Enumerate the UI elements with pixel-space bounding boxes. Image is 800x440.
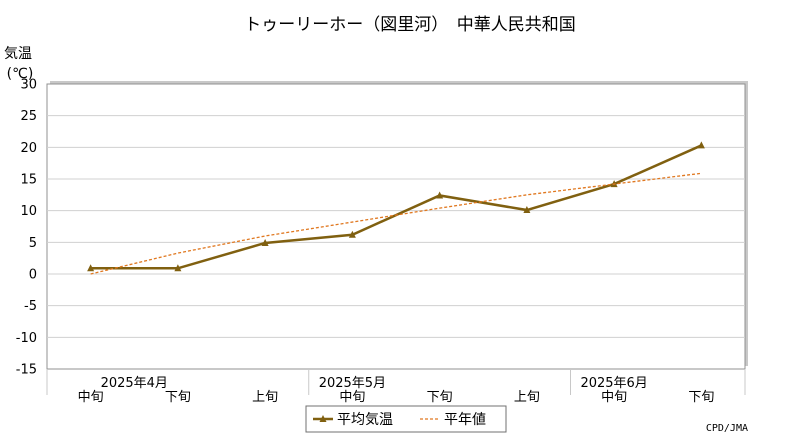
y-tick-label: 30: [20, 78, 37, 93]
legend-label-average: 平均気温: [337, 412, 393, 428]
y-axis-label-line1: 気温: [4, 46, 32, 62]
y-tick-label: -10: [16, 331, 37, 346]
x-month-label: 2025年5月: [319, 376, 386, 391]
y-tick-label: 25: [20, 109, 37, 124]
x-tick-label: 中旬: [601, 390, 627, 405]
y-tick-label: 5: [29, 236, 37, 251]
data-point-marker: [697, 141, 705, 149]
grid-layer: [46, 81, 748, 370]
credit-text: CPD/JMA: [706, 423, 748, 434]
y-axis-label-line2: (℃): [7, 66, 34, 82]
chart-title: トゥーリーホー（図里河） 中華人民共和国: [244, 15, 576, 35]
x-month-label: 2025年4月: [101, 376, 168, 391]
data-point-marker: [523, 206, 531, 214]
x-month-label: 2025年6月: [580, 376, 647, 391]
x-tick-label: 上旬: [514, 390, 540, 405]
y-tick-label: -15: [16, 363, 37, 378]
x-tick-label: 下旬: [427, 390, 453, 405]
y-tick-label: 0: [29, 268, 37, 283]
data-point-marker: [87, 264, 95, 272]
legend-label-normal: 平年値: [444, 412, 486, 428]
data-point-marker: [348, 230, 356, 238]
data-point-marker: [174, 264, 182, 272]
y-tick-label: 10: [20, 204, 37, 219]
x-tick-label: 下旬: [165, 390, 191, 405]
plot-area: [46, 83, 746, 370]
data-point-marker: [261, 238, 269, 246]
x-tick-label: 中旬: [339, 390, 365, 405]
data-point-marker: [436, 191, 444, 199]
x-tick-label: 下旬: [688, 390, 714, 405]
legend-marker-average: [319, 415, 327, 422]
x-tick-label: 上旬: [252, 390, 278, 405]
legend: 平均気温 平年値: [305, 405, 507, 433]
series-line-normal: [90, 172, 702, 275]
legend-box: [305, 405, 507, 433]
y-tick-label: -5: [24, 299, 37, 314]
y-tick-label: 20: [20, 141, 37, 156]
x-tick-label: 中旬: [78, 390, 104, 405]
y-tick-label: 15: [20, 173, 37, 188]
series-layer: [87, 141, 705, 275]
